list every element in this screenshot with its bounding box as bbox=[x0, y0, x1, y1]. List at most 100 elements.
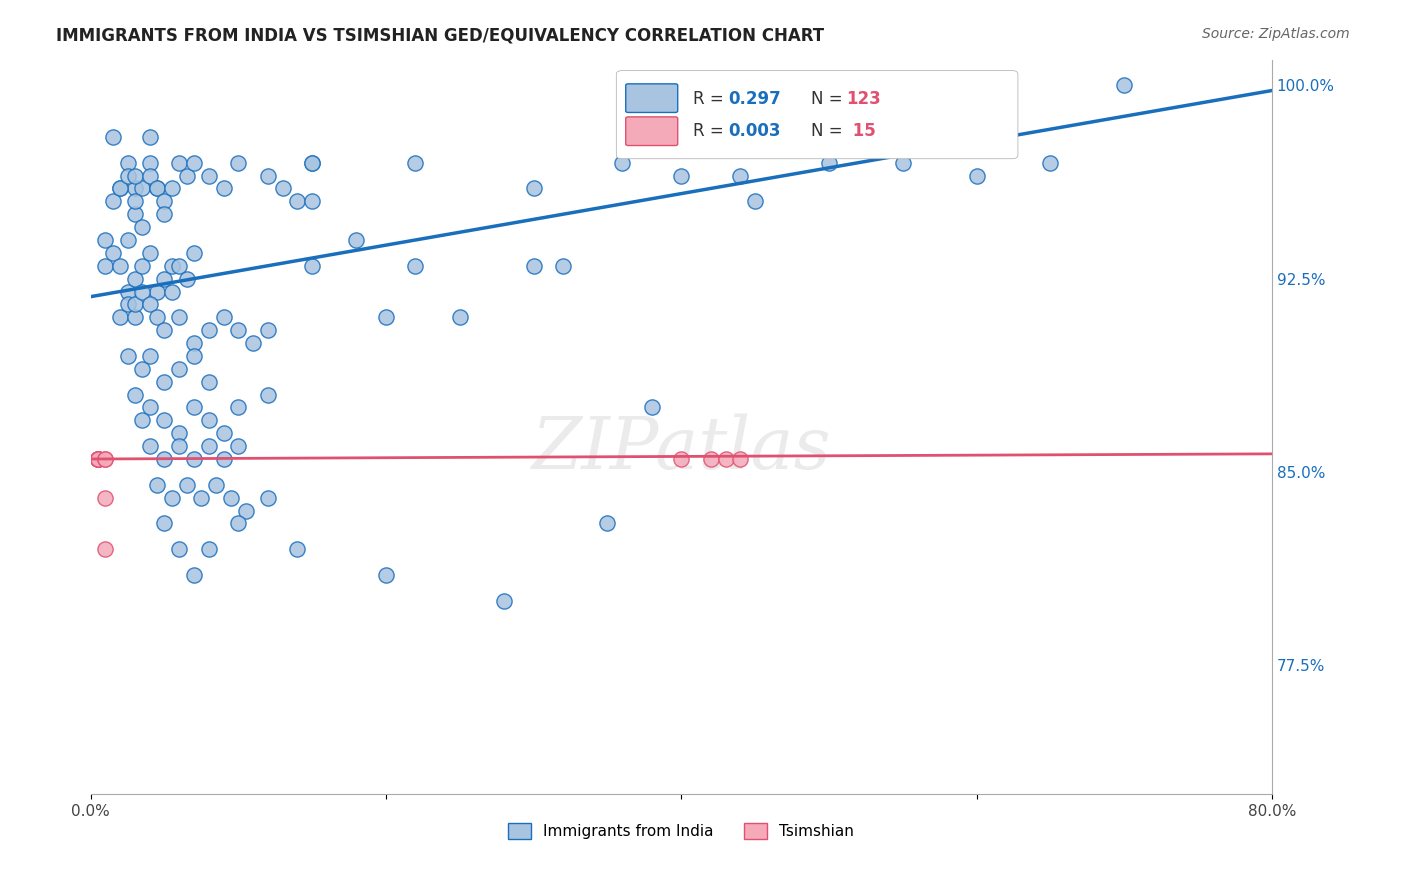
Immigrants from India bbox=[167, 155, 190, 169]
Text: Source: ZipAtlas.com: Source: ZipAtlas.com bbox=[1202, 27, 1350, 41]
Text: 15: 15 bbox=[846, 122, 876, 140]
Immigrants from India bbox=[124, 194, 146, 209]
Immigrants from India bbox=[124, 207, 146, 221]
Text: R =: R = bbox=[693, 89, 730, 108]
Immigrants from India bbox=[153, 323, 176, 337]
Tsimshian bbox=[87, 452, 110, 467]
Immigrants from India bbox=[671, 169, 693, 183]
FancyBboxPatch shape bbox=[626, 117, 678, 145]
Immigrants from India bbox=[966, 169, 988, 183]
Immigrants from India bbox=[167, 361, 190, 376]
Immigrants from India bbox=[404, 155, 426, 169]
Immigrants from India bbox=[153, 194, 176, 209]
Immigrants from India bbox=[101, 194, 124, 209]
Immigrants from India bbox=[1039, 155, 1062, 169]
Immigrants from India bbox=[160, 259, 183, 273]
Legend: Immigrants from India, Tsimshian: Immigrants from India, Tsimshian bbox=[502, 817, 860, 845]
Immigrants from India bbox=[167, 542, 190, 557]
Immigrants from India bbox=[138, 439, 160, 453]
Immigrants from India bbox=[146, 477, 169, 491]
Immigrants from India bbox=[212, 310, 235, 325]
Immigrants from India bbox=[301, 155, 323, 169]
Immigrants from India bbox=[160, 181, 183, 195]
Text: 0.297: 0.297 bbox=[728, 89, 782, 108]
Immigrants from India bbox=[131, 413, 153, 427]
Immigrants from India bbox=[256, 323, 278, 337]
Immigrants from India bbox=[197, 169, 219, 183]
Immigrants from India bbox=[153, 271, 176, 285]
Immigrants from India bbox=[730, 169, 752, 183]
Text: 123: 123 bbox=[846, 89, 882, 108]
Immigrants from India bbox=[124, 169, 146, 183]
Immigrants from India bbox=[197, 413, 219, 427]
Immigrants from India bbox=[138, 169, 160, 183]
Immigrants from India bbox=[205, 477, 228, 491]
Immigrants from India bbox=[242, 336, 264, 351]
Immigrants from India bbox=[146, 310, 169, 325]
Immigrants from India bbox=[374, 310, 396, 325]
Immigrants from India bbox=[124, 271, 146, 285]
Immigrants from India bbox=[285, 542, 308, 557]
Immigrants from India bbox=[183, 452, 205, 467]
Immigrants from India bbox=[226, 323, 249, 337]
Immigrants from India bbox=[219, 491, 242, 505]
Immigrants from India bbox=[94, 259, 117, 273]
Immigrants from India bbox=[138, 297, 160, 311]
Immigrants from India bbox=[167, 439, 190, 453]
Immigrants from India bbox=[131, 361, 153, 376]
Immigrants from India bbox=[153, 207, 176, 221]
Text: R =: R = bbox=[693, 122, 730, 140]
Immigrants from India bbox=[117, 169, 139, 183]
Immigrants from India bbox=[449, 310, 471, 325]
Immigrants from India bbox=[523, 259, 546, 273]
Immigrants from India bbox=[131, 285, 153, 299]
Immigrants from India bbox=[285, 194, 308, 209]
Immigrants from India bbox=[183, 349, 205, 363]
Immigrants from India bbox=[167, 310, 190, 325]
Immigrants from India bbox=[271, 181, 294, 195]
Immigrants from India bbox=[1114, 78, 1136, 93]
Tsimshian bbox=[87, 452, 110, 467]
Tsimshian bbox=[87, 452, 110, 467]
Immigrants from India bbox=[124, 181, 146, 195]
Immigrants from India bbox=[138, 401, 160, 415]
Immigrants from India bbox=[124, 387, 146, 401]
Immigrants from India bbox=[138, 129, 160, 144]
Immigrants from India bbox=[183, 568, 205, 582]
Immigrants from India bbox=[146, 181, 169, 195]
Immigrants from India bbox=[153, 375, 176, 389]
Immigrants from India bbox=[226, 439, 249, 453]
Tsimshian bbox=[94, 452, 117, 467]
Immigrants from India bbox=[138, 349, 160, 363]
Immigrants from India bbox=[146, 181, 169, 195]
Immigrants from India bbox=[153, 452, 176, 467]
Immigrants from India bbox=[523, 181, 546, 195]
Tsimshian bbox=[671, 452, 693, 467]
Immigrants from India bbox=[124, 310, 146, 325]
Immigrants from India bbox=[101, 245, 124, 260]
Tsimshian bbox=[94, 542, 117, 557]
Immigrants from India bbox=[176, 271, 198, 285]
Text: N =: N = bbox=[811, 89, 848, 108]
Tsimshian bbox=[94, 452, 117, 467]
Immigrants from India bbox=[117, 285, 139, 299]
Immigrants from India bbox=[404, 259, 426, 273]
Immigrants from India bbox=[301, 155, 323, 169]
Immigrants from India bbox=[818, 155, 841, 169]
Immigrants from India bbox=[596, 516, 619, 531]
Immigrants from India bbox=[108, 181, 131, 195]
Immigrants from India bbox=[212, 181, 235, 195]
Immigrants from India bbox=[108, 181, 131, 195]
Immigrants from India bbox=[226, 155, 249, 169]
Immigrants from India bbox=[146, 285, 169, 299]
Immigrants from India bbox=[160, 491, 183, 505]
Tsimshian bbox=[87, 452, 110, 467]
Immigrants from India bbox=[197, 323, 219, 337]
Immigrants from India bbox=[108, 259, 131, 273]
Immigrants from India bbox=[226, 516, 249, 531]
Immigrants from India bbox=[176, 477, 198, 491]
Immigrants from India bbox=[101, 129, 124, 144]
Immigrants from India bbox=[167, 259, 190, 273]
Immigrants from India bbox=[256, 491, 278, 505]
Immigrants from India bbox=[183, 245, 205, 260]
